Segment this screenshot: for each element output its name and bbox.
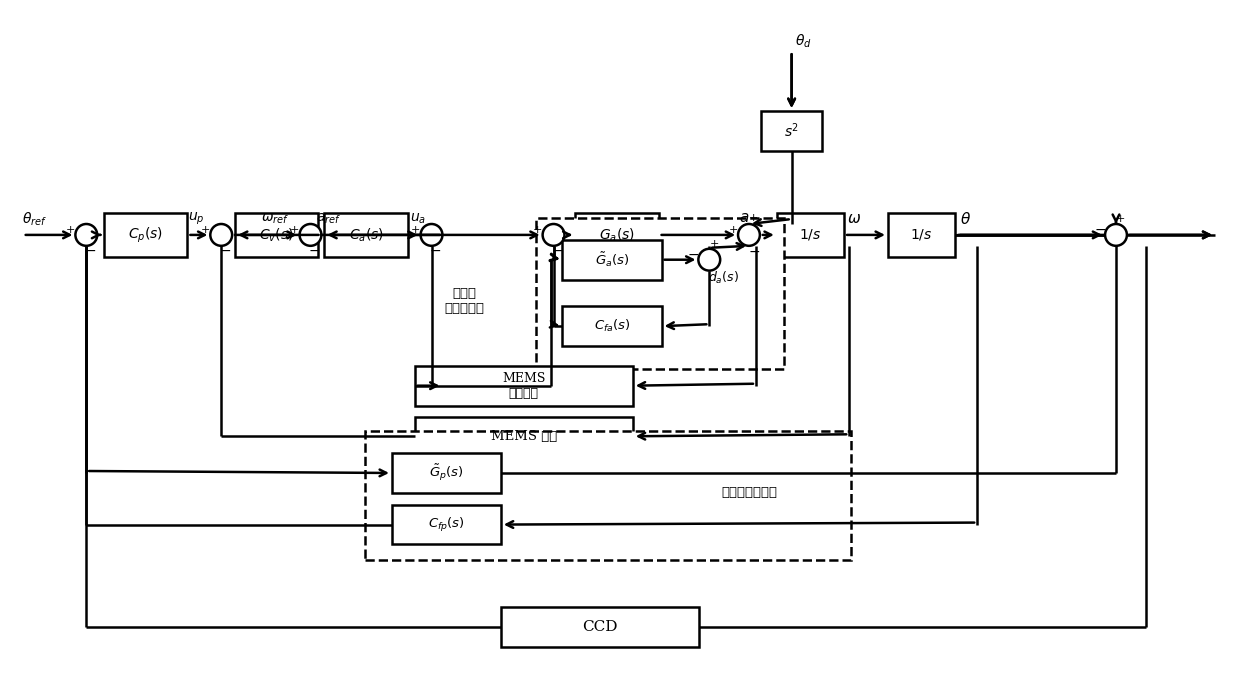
Circle shape	[76, 224, 97, 246]
Text: $\theta$: $\theta$	[960, 211, 970, 227]
Bar	[563, 240, 662, 280]
Circle shape	[699, 248, 720, 271]
Text: $C_p(s)$: $C_p(s)$	[129, 226, 164, 244]
Bar	[415, 366, 633, 405]
Text: +: +	[729, 225, 737, 235]
Circle shape	[300, 224, 321, 246]
Bar	[575, 213, 659, 257]
Text: $u_p$: $u_p$	[188, 211, 204, 227]
Text: $\tilde{G}_p(s)$: $\tilde{G}_p(s)$	[429, 463, 463, 483]
Bar	[535, 218, 784, 369]
Text: −: −	[688, 248, 699, 262]
Text: $a_{ref}$: $a_{ref}$	[316, 212, 341, 226]
Text: $\theta_{ref}$: $\theta_{ref}$	[22, 210, 47, 228]
Text: +: +	[66, 225, 76, 235]
Text: 位置扰动观测器: 位置扰动观测器	[721, 486, 777, 499]
Bar	[104, 213, 187, 257]
Bar	[366, 431, 851, 560]
Text: $C_{fp}(s)$: $C_{fp}(s)$	[427, 516, 465, 534]
Bar	[325, 213, 408, 257]
Text: $d_a(s)$: $d_a(s)$	[707, 269, 738, 286]
Text: $a$: $a$	[738, 211, 750, 225]
Bar	[888, 213, 955, 257]
Text: −: −	[1094, 223, 1106, 237]
Bar	[235, 213, 318, 257]
Bar	[415, 417, 633, 455]
Text: $1/s$: $1/s$	[911, 228, 933, 242]
Bar	[392, 453, 501, 493]
Text: +: +	[710, 239, 719, 249]
Text: $1/s$: $1/s$	[799, 228, 821, 242]
Text: −: −	[748, 245, 760, 259]
Text: +: +	[1116, 214, 1126, 224]
Text: MEMS 陀螺: MEMS 陀螺	[491, 430, 556, 443]
Text: −: −	[430, 244, 441, 257]
Text: $G_a(s)$: $G_a(s)$	[598, 226, 634, 244]
Circle shape	[543, 224, 565, 246]
Text: +: +	[411, 225, 420, 235]
Bar	[392, 505, 501, 544]
Text: −: −	[84, 244, 97, 257]
Circle shape	[420, 224, 442, 246]
Text: CCD: CCD	[582, 620, 618, 634]
Circle shape	[211, 224, 232, 246]
Text: $C_v(s)$: $C_v(s)$	[259, 226, 294, 244]
Text: $u_a$: $u_a$	[410, 212, 426, 226]
Text: 加速度
扰动观测器: 加速度 扰动观测器	[445, 287, 484, 315]
Text: −: −	[219, 244, 230, 257]
Circle shape	[738, 224, 760, 246]
Circle shape	[1105, 224, 1127, 246]
Text: $\omega$: $\omega$	[847, 212, 861, 226]
Text: +: +	[533, 225, 543, 235]
Bar	[563, 306, 662, 346]
Text: $s^2$: $s^2$	[784, 121, 799, 140]
Bar	[501, 607, 699, 647]
Text: $\omega_{ref}$: $\omega_{ref}$	[260, 212, 289, 226]
Bar	[777, 213, 844, 257]
Bar	[761, 111, 823, 151]
Text: MEMS
加速度计: MEMS 加速度计	[502, 372, 545, 400]
Text: $\tilde{G}_a(s)$: $\tilde{G}_a(s)$	[595, 251, 629, 269]
Text: $\theta_d$: $\theta_d$	[795, 33, 812, 50]
Text: $C_{fa}(s)$: $C_{fa}(s)$	[593, 318, 631, 335]
Text: +: +	[290, 225, 300, 235]
Text: +: +	[750, 213, 758, 223]
Text: −: −	[309, 244, 320, 257]
Text: $C_a(s)$: $C_a(s)$	[348, 226, 384, 244]
Text: −: −	[551, 244, 564, 257]
Text: +: +	[201, 225, 211, 235]
